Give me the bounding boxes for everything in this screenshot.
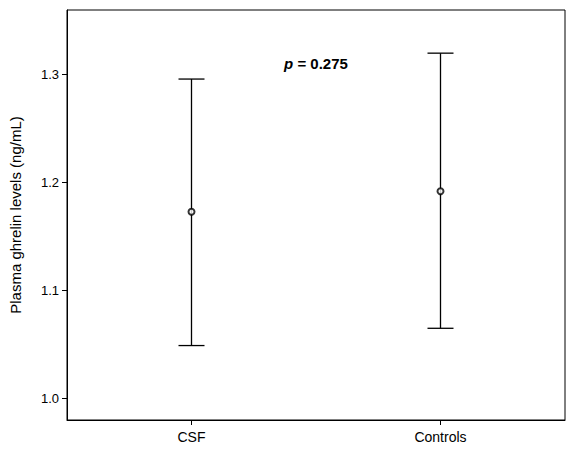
svg-text:Plasma ghrelin levels (ng/mL): Plasma ghrelin levels (ng/mL)	[7, 116, 24, 314]
svg-text:1.2: 1.2	[41, 175, 59, 190]
svg-text:1.1: 1.1	[41, 283, 59, 298]
svg-text:1.3: 1.3	[41, 67, 59, 82]
svg-text:CSF: CSF	[178, 429, 206, 445]
svg-text:= 0.275: = 0.275	[293, 55, 348, 72]
svg-text:1.0: 1.0	[41, 391, 59, 406]
svg-text:Controls: Controls	[414, 429, 466, 445]
svg-text:p: p	[283, 55, 293, 72]
